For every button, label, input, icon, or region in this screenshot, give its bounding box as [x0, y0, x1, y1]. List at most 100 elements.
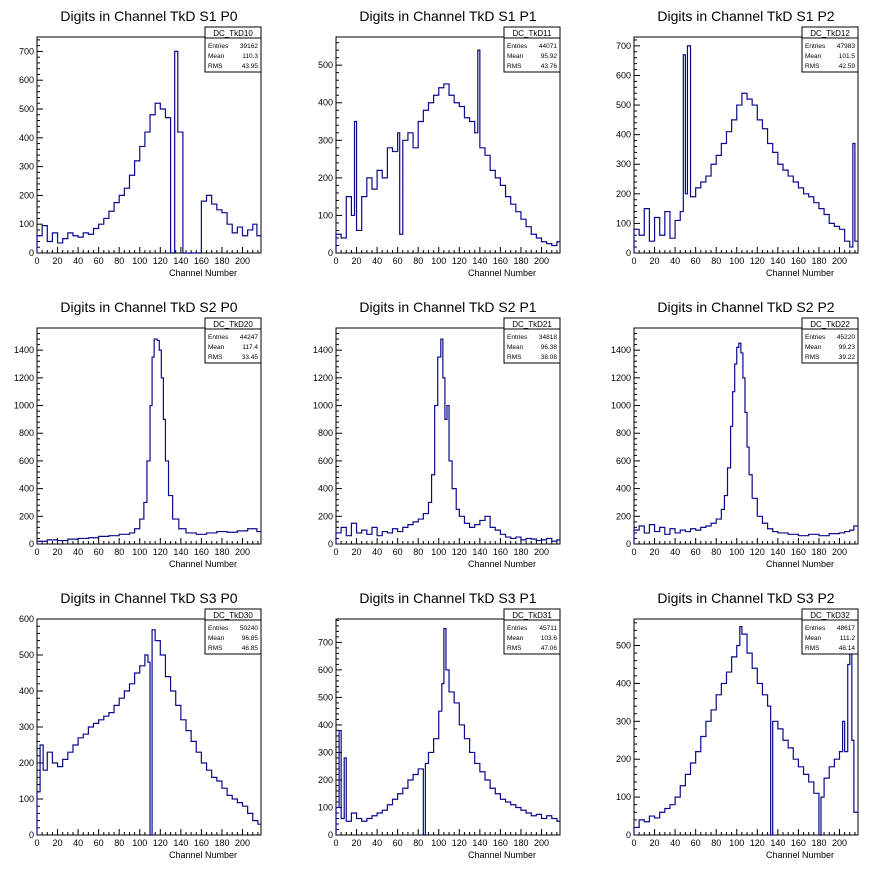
y-tick-label: 600: [19, 75, 34, 85]
stats-name: DC_TkD11: [513, 29, 553, 38]
stats-label: Mean: [507, 344, 524, 351]
x-tick-label: 160: [791, 838, 806, 848]
stats-name: DC_TkD32: [810, 611, 850, 620]
y-tick-label: 100: [19, 794, 34, 804]
stats-label: Mean: [507, 635, 524, 642]
histogram-panel: Digits in Channel TkD S2 P1 0 20 40 60 80 100 1…: [313, 299, 561, 569]
chart-title: Digits in Channel TkD S3 P1: [359, 590, 536, 606]
y-tick-label: 200: [616, 189, 631, 199]
y-tick-label: 800: [318, 428, 333, 438]
chart-title: Digits in Channel TkD S2 P2: [657, 299, 834, 315]
y-tick-label: 1200: [313, 373, 333, 383]
x-tick-label: 120: [750, 838, 765, 848]
stats-value: 45711: [539, 625, 557, 632]
x-tick-label: 40: [372, 547, 382, 557]
x-tick-label: 20: [352, 838, 362, 848]
stats-label: RMS: [208, 354, 223, 361]
y-tick-label: 200: [19, 511, 34, 521]
histogram-series-line: [633, 342, 858, 544]
chart-title: Digits in Channel TkD S1 P2: [657, 8, 834, 24]
y-tick-label: 200: [616, 754, 631, 764]
y-tick-label: 800: [19, 428, 34, 438]
stats-name: DC_TkD22: [810, 320, 850, 329]
x-tick-label: 120: [153, 838, 168, 848]
stats-label: RMS: [208, 645, 223, 652]
x-tick-label: 100: [132, 256, 147, 266]
y-tick-label: 1000: [611, 401, 631, 411]
y-tick-label: 500: [19, 104, 34, 114]
x-tick-label: 80: [711, 256, 721, 266]
stats-label: RMS: [507, 645, 522, 652]
stats-value: 96.38: [541, 344, 558, 351]
y-tick-label: 100: [19, 219, 34, 229]
stats-value: 117.4: [242, 344, 258, 351]
stats-value: 39.22: [839, 354, 856, 361]
x-tick-label: 180: [214, 256, 229, 266]
y-tick-label: 300: [19, 722, 34, 732]
y-tick-label: 600: [616, 456, 631, 466]
stats-value: 42.59: [839, 63, 856, 70]
y-tick-label: 0: [29, 830, 34, 840]
y-tick-label: 1000: [14, 401, 34, 411]
plot-frame: [335, 36, 561, 254]
chart-title: Digits in Channel TkD S1 P0: [60, 8, 237, 24]
stats-label: Entries: [805, 334, 826, 341]
x-tick-label: 0: [333, 547, 338, 557]
stats-label: Mean: [805, 635, 822, 642]
x-tick-label: 100: [132, 838, 147, 848]
stats-label: Entries: [208, 43, 229, 50]
histogram-series-line: [633, 625, 858, 836]
x-tick-label: 80: [711, 547, 721, 557]
stats-label: RMS: [805, 63, 820, 70]
y-tick-label: 400: [19, 686, 34, 696]
x-tick-label: 40: [372, 256, 382, 266]
x-tick-label: 0: [34, 256, 39, 266]
y-tick-label: 500: [19, 650, 34, 660]
x-tick-label: 100: [431, 256, 446, 266]
y-tick-label: 100: [318, 802, 333, 812]
x-tick-label: 120: [452, 256, 467, 266]
x-tick-label: 40: [670, 547, 680, 557]
histogram-panel: Digits in Channel TkD S2 P0 0 20 40 60 80 100 1…: [14, 299, 262, 569]
x-tick-label: 40: [73, 547, 83, 557]
stats-label: Entries: [507, 625, 528, 632]
x-tick-label: 120: [153, 547, 168, 557]
stats-label: RMS: [507, 354, 522, 361]
stats-value: 34818: [539, 334, 557, 341]
x-tick-label: 40: [73, 256, 83, 266]
histogram-series-line: [36, 338, 261, 544]
x-tick-label: 100: [431, 547, 446, 557]
x-tick-label: 180: [513, 547, 528, 557]
stats-box: [503, 26, 561, 73]
x-tick-label: 20: [352, 547, 362, 557]
x-tick-label: 40: [670, 256, 680, 266]
y-tick-label: 200: [616, 511, 631, 521]
histogram-panel: Digits in Channel TkD S3 P1 0 20 40 60 80 100 1…: [318, 590, 561, 860]
x-tick-label: 40: [670, 838, 680, 848]
x-tick-label: 140: [472, 256, 487, 266]
x-tick-label: 100: [729, 838, 744, 848]
y-tick-label: 600: [318, 456, 333, 466]
histogram-panel: Digits in Channel TkD S1 P1 0 20 40 60 80 100 1…: [318, 8, 561, 278]
x-tick-label: 160: [493, 547, 508, 557]
x-tick-label: 60: [691, 547, 701, 557]
x-tick-label: 0: [333, 838, 338, 848]
y-tick-label: 700: [616, 41, 631, 51]
x-tick-label: 80: [711, 838, 721, 848]
stats-value: 111.2: [840, 635, 856, 642]
x-tick-label: 160: [791, 256, 806, 266]
y-tick-label: 100: [616, 792, 631, 802]
y-tick-label: 1400: [14, 345, 34, 355]
x-tick-label: 100: [132, 547, 147, 557]
x-tick-label: 60: [94, 256, 104, 266]
x-tick-label: 60: [691, 256, 701, 266]
x-tick-label: 80: [413, 547, 423, 557]
x-tick-label: 120: [750, 256, 765, 266]
y-tick-label: 500: [616, 641, 631, 651]
x-tick-label: 20: [650, 547, 660, 557]
stats-value: 44071: [539, 43, 557, 50]
y-tick-label: 200: [318, 775, 333, 785]
x-axis-label: Channel Number: [468, 268, 536, 278]
x-axis-label: Channel Number: [766, 850, 834, 860]
y-tick-label: 1000: [313, 401, 333, 411]
